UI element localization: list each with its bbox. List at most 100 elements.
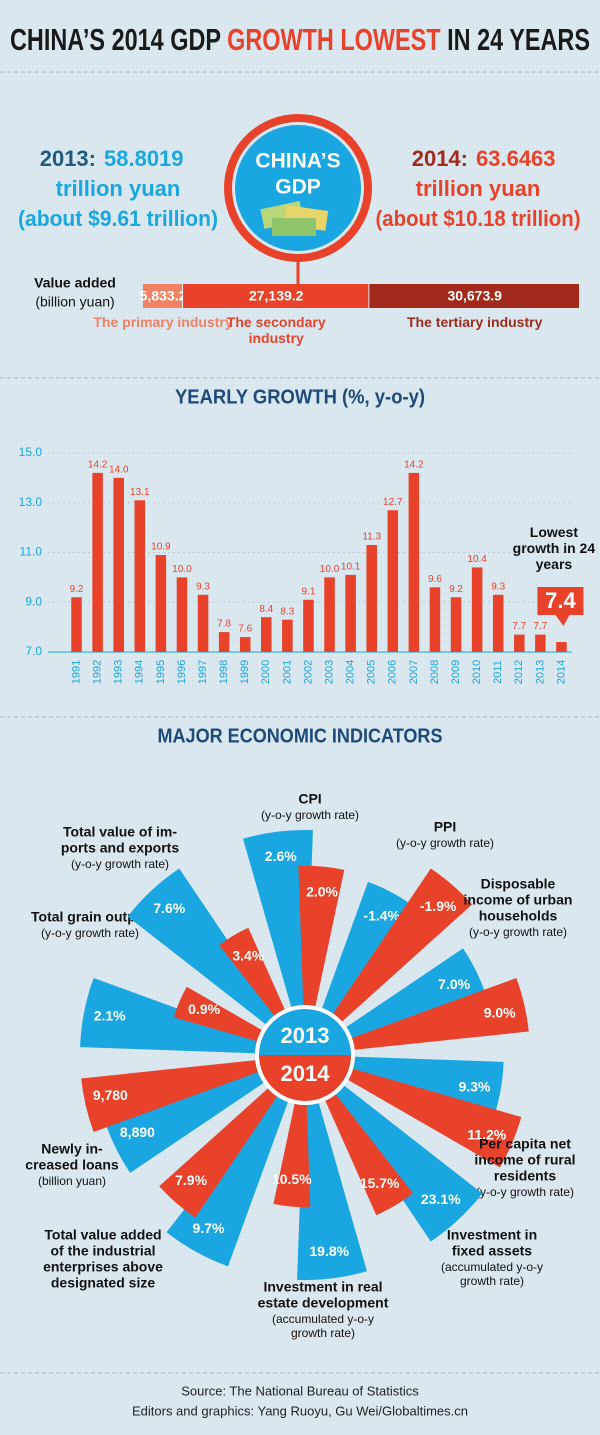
indicator-name: Newly in-	[41, 1141, 103, 1157]
bar	[387, 510, 399, 652]
x-tick-label: 2005	[366, 660, 378, 684]
bar	[92, 472, 103, 652]
gdp-value: 63.6463	[476, 146, 556, 171]
indicator-name: creased loans	[25, 1157, 119, 1173]
x-tick-label: 2013	[534, 660, 546, 684]
indicator-name: Total value added	[44, 1227, 161, 1243]
title: CHINA’S 2014 GDP GROWTH LOWEST IN 24 YEA…	[10, 22, 590, 57]
bar	[324, 577, 335, 652]
indicator-subtitle: (y-o-y growth rate)	[469, 925, 567, 939]
value-label: -1.4%	[363, 907, 400, 923]
bar-segment	[369, 284, 579, 308]
value-label: 2.1%	[94, 1008, 126, 1024]
bar-label: Value added	[34, 275, 116, 291]
indicator-subtitle: (y-o-y growth rate)	[396, 836, 494, 850]
wedge	[273, 1103, 311, 1208]
highlight-box	[537, 587, 584, 615]
wedge	[333, 868, 473, 1022]
value-label: 7.6	[238, 624, 252, 635]
year-label: 2013:	[40, 146, 96, 171]
x-tick-label: 2003	[323, 660, 335, 684]
value-label: 5,833.2	[140, 288, 187, 304]
wedge	[322, 881, 419, 1016]
wedge	[102, 1068, 264, 1173]
legend-label: 2013	[281, 1023, 330, 1048]
y-tick-label: 15.0	[19, 445, 43, 459]
title-end: IN 24 YEARS	[441, 22, 590, 57]
x-tick-label: 2014	[555, 660, 567, 684]
bar	[134, 500, 146, 652]
bar	[345, 574, 356, 652]
indicator-subtitle: (y-o-y growth rate)	[261, 808, 359, 822]
x-tick-label: 1994	[134, 660, 146, 684]
title-highlight: GROWTH LOWEST	[227, 22, 441, 57]
badge-line: GDP	[275, 176, 321, 199]
value-label: 2.6%	[265, 848, 297, 864]
wedge	[159, 1088, 277, 1218]
indicator-name: Investment in real	[263, 1279, 382, 1295]
wedge	[166, 1094, 288, 1267]
wedge	[81, 1060, 258, 1132]
bar	[535, 634, 546, 652]
indicator-name: PPI	[434, 819, 457, 835]
title-start: CHINA’S 2014 GDP	[10, 22, 227, 57]
indicator-subtitle: growth rate)	[460, 1274, 524, 1288]
bar	[556, 642, 567, 652]
indicator-name: fixed assets	[452, 1243, 532, 1259]
bar	[113, 477, 124, 652]
bar	[429, 587, 441, 652]
bar	[71, 597, 82, 652]
value-label: 12.7	[383, 497, 403, 508]
x-tick-label: 2011	[492, 660, 504, 684]
legend-label-box: The secondary industry	[227, 314, 326, 346]
value-label: 14.2	[88, 460, 108, 471]
indicator-subtitle: (y-o-y growth rate)	[41, 926, 139, 940]
bar	[197, 594, 209, 652]
bar	[261, 617, 272, 652]
value-label: 11.3	[362, 532, 381, 543]
value-label: 7.6%	[153, 900, 185, 916]
indicator-subtitle: (billion yuan)	[38, 1174, 106, 1188]
wedge	[219, 927, 285, 1016]
value-label: 9.0%	[484, 1004, 516, 1020]
bar-segment	[183, 284, 369, 308]
value-label: 15.7%	[360, 1175, 400, 1191]
x-tick-label: 1992	[92, 660, 104, 684]
indicator-name: enterprises above	[43, 1259, 163, 1275]
value-label: 2.0%	[306, 883, 338, 899]
value-label: 7.7	[512, 621, 526, 632]
legend-label-box: The primary industry	[93, 314, 233, 330]
chart-title: MAJOR ECONOMIC INDICATORS	[158, 725, 443, 747]
indicator-subtitle: (y-o-y growth rate)	[476, 1185, 574, 1199]
value-label: 8.4	[259, 604, 273, 615]
indicator-name: designated size	[51, 1275, 155, 1291]
bar	[471, 567, 483, 652]
gdp-unit: trillion yuan	[416, 176, 541, 201]
bar	[450, 597, 462, 652]
value-label: 11.2%	[467, 1127, 506, 1143]
bar	[239, 637, 251, 652]
value-label: 19.8%	[309, 1243, 349, 1259]
chart-title: YEARLY GROWTH (%, y-o-y)	[175, 386, 425, 408]
x-tick-label: 2008	[429, 660, 441, 684]
value-label: 7.7	[533, 621, 547, 632]
legend-label: The primary industry	[93, 314, 233, 330]
value-label: 7.8	[217, 619, 231, 630]
value-label: 9.3%	[459, 1079, 491, 1095]
badge-line: CHINA’S	[255, 150, 340, 173]
value-label: 0.9%	[188, 1001, 220, 1017]
value-label: 9,780	[93, 1087, 128, 1103]
indicator-name: income of urban	[464, 892, 573, 908]
value-label: 14.0	[109, 465, 129, 476]
wedge	[346, 948, 489, 1042]
x-tick-label: 1998	[218, 660, 230, 684]
bar	[282, 619, 293, 652]
gdp-unit: trillion yuan	[56, 176, 181, 201]
value-label: 27,139.2	[249, 288, 304, 304]
x-tick-label: 2001	[281, 660, 293, 684]
value-label: -1.9%	[420, 898, 457, 914]
gdp-value: 58.8019	[104, 146, 184, 171]
indicator-name: Investment in	[447, 1227, 537, 1243]
value-label: 10.0	[320, 564, 340, 575]
legend-label: The tertiary industry	[407, 314, 543, 330]
